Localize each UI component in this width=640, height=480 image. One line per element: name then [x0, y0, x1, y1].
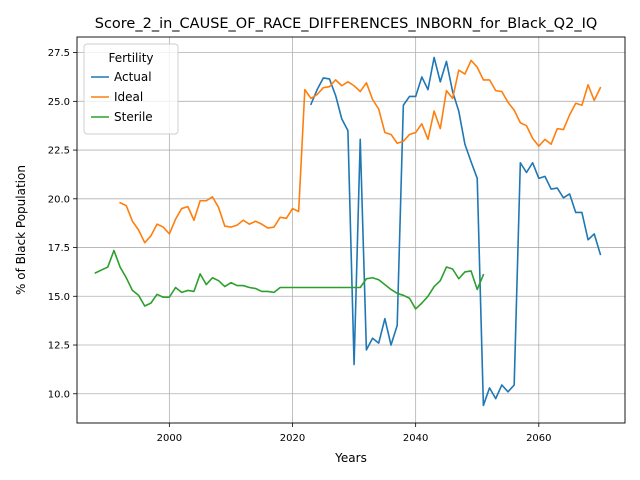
x-tick-label: 2020	[280, 433, 305, 444]
grid	[77, 37, 625, 423]
y-tick-label: 22.5	[48, 146, 70, 157]
legend-label-actual: Actual	[114, 70, 152, 84]
series-line-sterile	[94, 249, 485, 310]
y-tick-label: 17.5	[48, 243, 70, 254]
y-tick-label: 15.0	[48, 292, 70, 303]
legend: Fertility Actual Ideal Sterile	[83, 43, 179, 135]
legend-label-ideal: Ideal	[114, 90, 143, 104]
y-tick-label: 20.0	[48, 194, 70, 205]
legend-items: Actual Ideal Sterile	[91, 70, 153, 124]
x-tick-label: 2060	[526, 433, 551, 444]
plot-frame	[76, 36, 626, 424]
series-lines	[94, 56, 602, 407]
series-line-ideal	[119, 59, 602, 244]
x-tick-label: 2000	[157, 433, 182, 444]
legend-box	[83, 43, 179, 135]
x-axis-ticks: 2000 2020 2040 2060	[157, 423, 552, 444]
x-axis-label: Years	[334, 451, 367, 465]
legend-label-sterile: Sterile	[114, 110, 153, 124]
y-axis-ticks: 10.0 12.5 15.0 17.5 20.0 22.5 25.0 27.5	[48, 48, 77, 400]
y-axis-label: % of Black Population	[14, 165, 28, 295]
y-tick-label: 25.0	[48, 97, 70, 108]
legend-title: Fertility	[108, 51, 153, 65]
y-tick-label: 27.5	[48, 48, 70, 59]
series-line-actual	[309, 56, 602, 407]
y-tick-label: 10.0	[48, 389, 70, 400]
chart-title: Score_2_in_CAUSE_OF_RACE_DIFFERENCES_INB…	[95, 16, 598, 32]
x-tick-label: 2040	[403, 433, 428, 444]
y-tick-label: 12.5	[48, 341, 70, 352]
